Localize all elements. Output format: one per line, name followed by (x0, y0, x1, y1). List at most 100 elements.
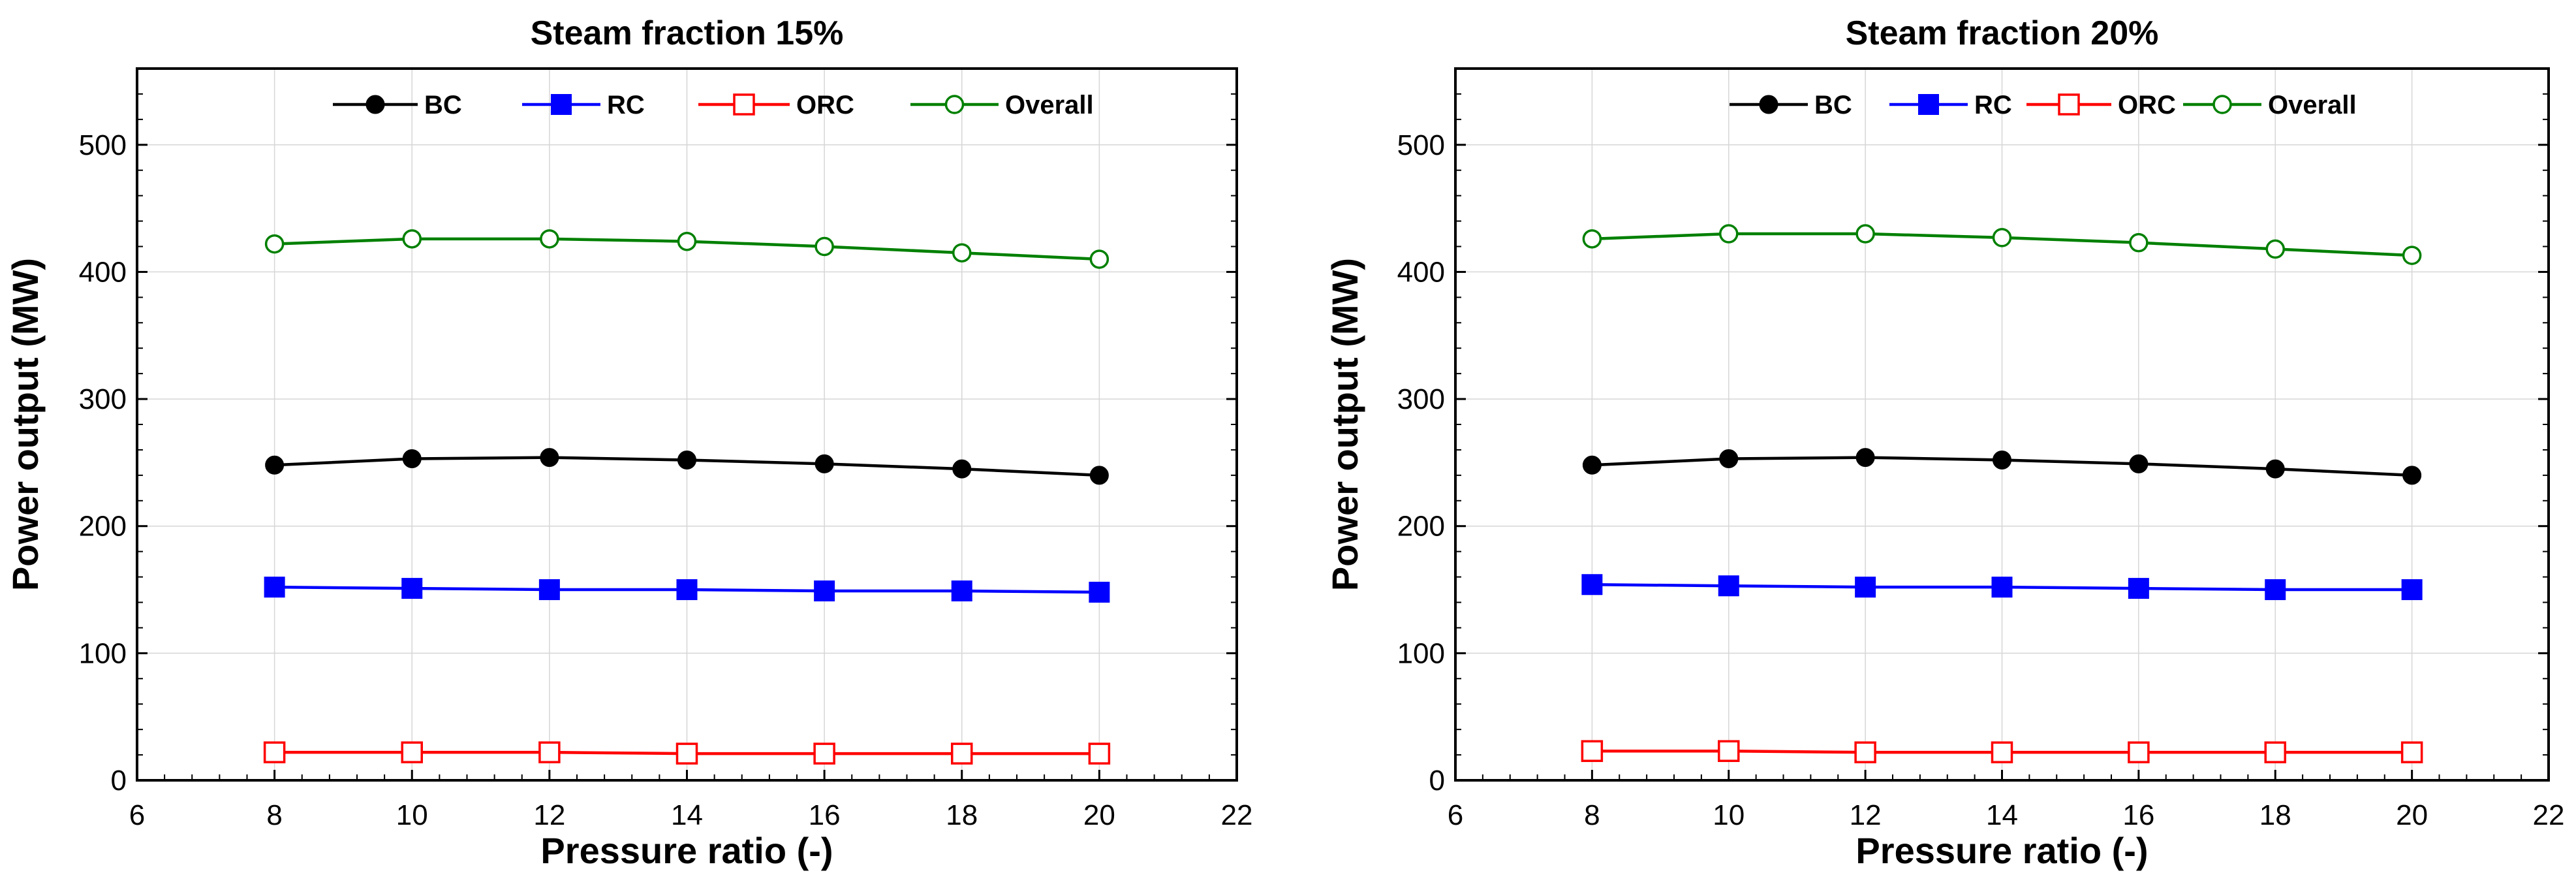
data-point-overall (1855, 224, 1875, 244)
y-tick-label: 500 (1397, 129, 1445, 161)
x-tick-label: 8 (1584, 799, 1600, 831)
series-orc (1581, 740, 2423, 763)
y-tick-label: 300 (1397, 383, 1445, 415)
legend-label-orc: ORC (796, 91, 854, 119)
data-point-bc (952, 459, 972, 479)
x-tick-label: 20 (2396, 799, 2428, 831)
data-point-bc (1089, 466, 1109, 485)
data-point-bc (2129, 454, 2149, 473)
series-overall (264, 229, 1110, 269)
data-point-bc (1582, 455, 1602, 475)
legend-marker-rc (1918, 94, 1939, 115)
chart-panel-2: 6 8 10 12 14 16 18 20 22 0 100 200 300 400 500 Steam fr… (1324, 14, 2564, 871)
data-point-orc (2128, 741, 2150, 763)
y-tick-label: 500 (79, 129, 127, 161)
legend-label-overall: Overall (1005, 91, 1094, 119)
data-point-orc (1991, 741, 2013, 763)
data-point-bc (2265, 459, 2285, 479)
data-point-overall (1089, 249, 1110, 269)
data-point-bc (677, 451, 696, 469)
legend-label-orc: ORC (2118, 91, 2176, 119)
legend-marker-orc (733, 93, 755, 116)
data-point-orc (538, 741, 561, 763)
data-point-rc (814, 580, 835, 601)
y-tick-label: 200 (79, 511, 127, 543)
x-tick-label: 8 (266, 799, 282, 831)
x-tick-label: 20 (1083, 799, 1115, 831)
data-point-rc (1718, 575, 1739, 597)
data-point-rc (951, 580, 972, 601)
data-point-orc (263, 741, 286, 763)
data-point-overall (540, 229, 559, 249)
data-point-overall (2402, 246, 2422, 265)
data-point-rc (264, 577, 285, 598)
x-tick-label: 12 (533, 799, 565, 831)
series-overall (1582, 224, 2422, 265)
chart-panel-1: 6 8 10 12 14 16 18 20 22 0 100 200 300 400 500 Steam fr… (5, 14, 1252, 871)
x-tick-label: 22 (1221, 799, 1253, 831)
x-tick-label: 18 (2259, 799, 2291, 831)
x-tick-label: 10 (396, 799, 428, 831)
chart-title: Steam fraction 15% (531, 14, 844, 52)
y-tick-label: 300 (79, 383, 127, 415)
y-tick-label: 400 (79, 256, 127, 288)
data-point-rc (676, 579, 698, 601)
x-tick-label: 10 (1713, 799, 1745, 831)
data-point-bc (1855, 448, 1875, 468)
data-point-rc (538, 579, 560, 601)
series-bc (1582, 448, 2422, 485)
data-point-overall (402, 229, 422, 249)
data-point-overall (264, 234, 285, 254)
data-point-bc (265, 455, 285, 475)
y-axis-label: Power output (MW) (1324, 258, 1365, 591)
chart-title: Steam fraction 20% (1846, 14, 2159, 52)
data-point-bc (1993, 451, 2011, 469)
data-point-bc (1719, 449, 1739, 469)
y-tick-label: 100 (1397, 637, 1445, 669)
data-point-overall (815, 236, 834, 257)
x-axis-label: Pressure ratio (-) (540, 830, 833, 871)
data-point-overall (1992, 228, 2012, 247)
y-tick-label: 0 (111, 765, 127, 797)
legend: BC RC ORC Overall (333, 91, 1094, 119)
data-point-rc (1855, 577, 1876, 598)
x-axis-label: Pressure ratio (-) (1855, 830, 2148, 871)
data-point-overall (2129, 232, 2149, 253)
legend-marker-bc (1759, 95, 1778, 114)
x-tick-label: 14 (1986, 799, 2018, 831)
data-point-orc (813, 742, 835, 765)
series-orc (263, 741, 1111, 765)
legend-marker-orc (2058, 93, 2080, 116)
data-point-orc (1088, 742, 1111, 765)
data-point-orc (1854, 741, 1876, 763)
data-point-orc (1718, 740, 1740, 762)
legend: BC RC ORC Overall (1730, 91, 2357, 119)
x-tick-label: 18 (946, 799, 978, 831)
data-point-bc (402, 449, 422, 469)
data-point-rc (1089, 581, 1110, 603)
legend-label-rc: RC (607, 91, 645, 119)
legend-marker-rc (551, 94, 572, 115)
data-point-bc (2402, 466, 2422, 485)
legend-label-bc: BC (1814, 91, 1852, 119)
x-tick-label: 12 (1850, 799, 1882, 831)
legend-marker-bc (365, 95, 385, 114)
legend-label-bc: BC (424, 91, 462, 119)
data-point-orc (1581, 740, 1604, 762)
y-tick-label: 400 (1397, 256, 1445, 288)
data-point-orc (2264, 741, 2286, 763)
data-point-overall (952, 243, 972, 262)
data-point-overall (677, 231, 697, 251)
data-point-rc (2401, 579, 2423, 601)
data-point-orc (401, 741, 423, 763)
data-point-overall (1719, 224, 1739, 244)
y-tick-label: 200 (1397, 511, 1445, 543)
data-point-bc (540, 448, 559, 468)
y-axis-label: Power output (MW) (5, 258, 46, 591)
y-tick-label: 100 (79, 637, 127, 669)
series-rc (1581, 574, 2423, 601)
legend-label-rc: RC (1974, 91, 2012, 119)
data-point-orc (2400, 741, 2423, 763)
data-point-rc (2265, 579, 2286, 601)
